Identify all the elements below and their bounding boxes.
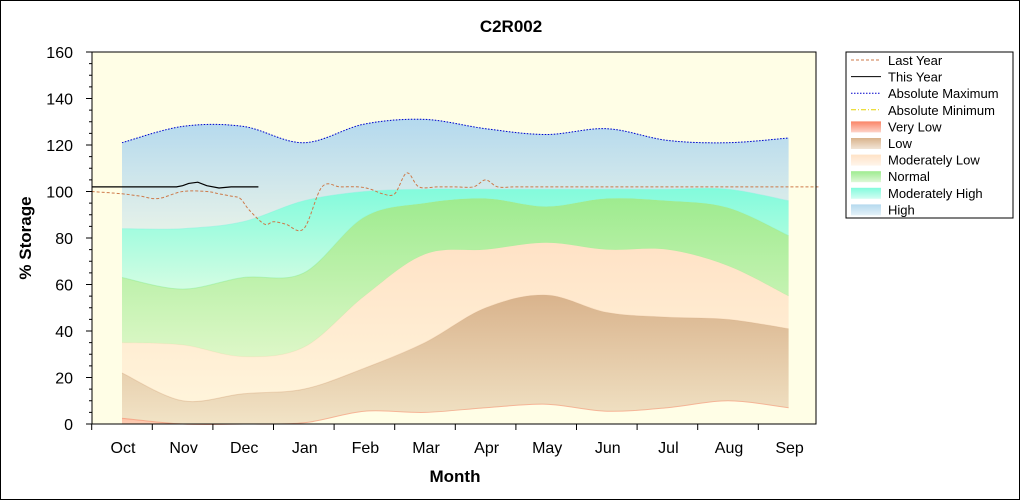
band-high [122,119,789,230]
band-moderately-low [122,242,789,402]
x-tick-label: Oct [111,440,136,457]
y-tick-label: 100 [46,185,73,202]
band-moderately-high [122,188,789,290]
y-tick-label: 20 [55,371,73,388]
series-absolute-maximum [121,118,789,144]
legend-label-absolute-maximum: Absolute Maximum [888,86,999,101]
legend-label-very-low: Very Low [888,119,942,134]
y-tick-label: 140 [46,92,73,109]
legend-label-low: Low [888,136,912,151]
x-tick-label: Apr [474,440,500,457]
legend-swatch-moderately-low [851,154,881,166]
band-low [122,294,789,425]
legend-swatch-low [851,138,881,149]
y-tick-label: 0 [64,417,73,434]
x-tick-label: Dec [230,440,258,457]
legend-swatch-moderately-high [851,187,881,199]
legend-swatch-very-low [851,121,881,133]
y-tick-label: 120 [46,138,73,155]
legend-label-moderately-low: Moderately Low [888,153,980,168]
x-tick-label: Jan [292,440,318,457]
x-tick-label: Nov [169,440,197,457]
x-tick-label: Jul [658,440,678,457]
x-axis-label: Month [430,467,481,486]
y-tick-label: 60 [55,278,73,295]
axes: 0 20 40 60 80 100 120 140 160 Oct Nov Dec Jan Feb Mar A… [46,45,817,457]
legend-swatch-high [851,204,881,216]
legend-swatch-normal [851,171,881,183]
x-tick-label: Sep [775,440,804,457]
legend-label-moderately-high: Moderately High [888,186,983,201]
y-axis-label: % Storage [16,196,35,279]
chart-title: C2R002 [480,17,542,36]
band-normal [122,198,789,357]
x-tick-label: Aug [715,440,743,457]
plot-area [91,52,819,425]
x-tick-label: Jun [595,440,621,457]
legend-label-last-year: Last Year [888,53,943,68]
x-tick-label: Feb [352,440,380,457]
series-last-year [91,172,819,232]
y-tick-label: 40 [55,324,73,341]
series-this-year [91,181,259,189]
y-tick-label: 160 [46,45,73,62]
legend-label-this-year: This Year [888,70,943,85]
legend-label-normal: Normal [888,169,930,184]
y-tick-label: 80 [55,231,73,248]
x-tick-label: May [532,440,562,457]
legend-label-high: High [888,202,915,217]
x-tick-label: Mar [412,440,440,457]
legend-label-absolute-minimum: Absolute Minimum [888,103,995,118]
